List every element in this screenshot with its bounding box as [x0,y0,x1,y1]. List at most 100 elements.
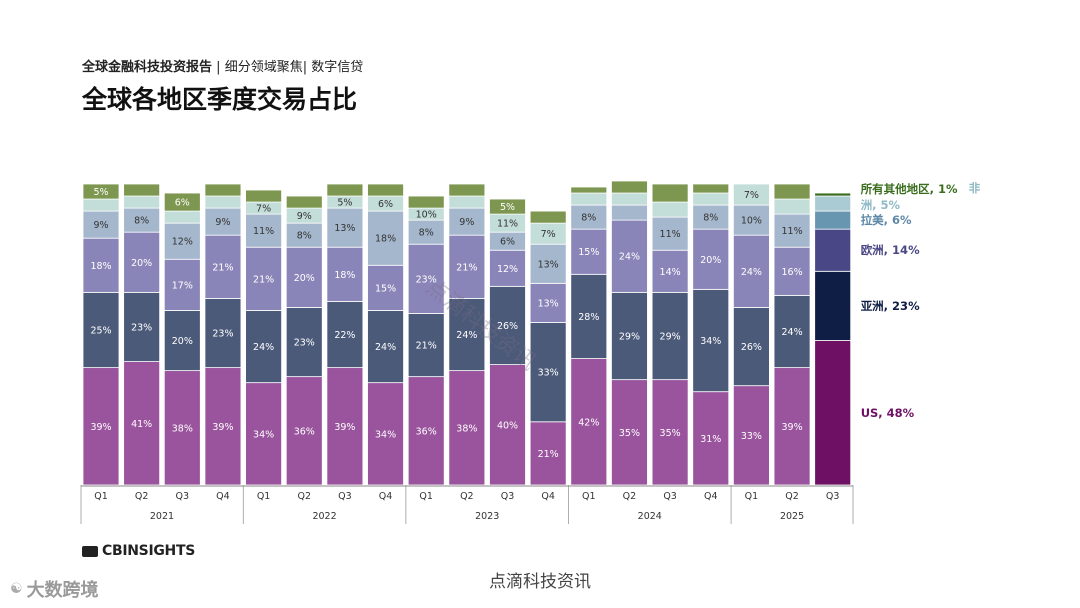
x-tick-label: Q4 [216,491,230,502]
bar-segment [651,183,689,203]
data-label: 10% [741,216,762,227]
bar-segment [692,288,730,393]
bar-segment [692,204,730,230]
data-label: 5% [93,187,108,198]
bar-segment [82,183,120,200]
x-tick-label: Q2 [460,491,474,502]
data-label: 14% [660,267,681,278]
x-tick-label: Q4 [541,491,555,502]
bar-segment [773,213,811,248]
x-tick-label: Q4 [379,491,393,502]
year-label: 2023 [475,511,499,522]
x-tick-label: Q3 [501,491,515,502]
x-tick-label: Q4 [704,491,718,502]
data-label: 39% [212,422,233,433]
data-label: 11% [497,219,518,230]
bar-segment [326,246,364,302]
bar-segment [163,310,201,372]
data-label: 7% [256,204,271,215]
bar-segment [611,180,648,194]
bar-segment [773,183,811,200]
separator: | [302,60,308,75]
data-label: 21% [456,262,477,273]
data-label: 9% [297,211,312,222]
data-label: 20% [294,273,315,284]
bar-segment [733,183,770,206]
data-label: 40% [497,420,518,431]
data-label: 6% [500,237,515,248]
x-tick-label: Q1 [582,491,596,502]
year-label: 2021 [150,511,174,522]
x-tick-label: Q3 [176,491,190,502]
data-label: 18% [375,234,396,245]
data-label: 20% [172,336,193,347]
data-label: 24% [253,342,274,353]
data-label: 17% [172,280,193,291]
data-label: 29% [619,332,640,343]
bar-segment [245,310,283,384]
data-label: 42% [578,417,599,428]
bar-segment [814,195,852,212]
data-label: 11% [660,229,681,240]
bar-segment [448,370,486,486]
data-label: 33% [538,368,559,379]
bar-segment [163,258,201,311]
year-label: 2025 [780,511,804,522]
data-label: 21% [538,449,559,460]
year-label: 2024 [638,511,662,522]
bar-segment [651,216,689,251]
data-label: 5% [500,202,515,213]
bar-segment [733,385,770,486]
bar-segment [285,376,323,486]
data-label: 23% [131,322,152,333]
data-label: 11% [253,226,274,237]
x-tick-label: Q1 [257,491,271,502]
page-title: 全球各地区季度交易占比 [82,85,358,114]
year-label: 2022 [312,511,336,522]
data-label: 39% [781,422,802,433]
tag-segment: 细分领域聚焦 [224,60,303,75]
data-label: 38% [172,423,193,434]
bar-segment [773,367,811,486]
data-label: 9% [215,217,230,228]
x-tick-label: Q2 [785,491,799,502]
data-label: 33% [741,431,762,442]
data-label: 13% [334,223,355,234]
bar-segment [245,213,283,248]
legend-label: 拉美, 6% [861,213,912,227]
data-label: 34% [375,429,396,440]
bar-segment [529,282,567,323]
bar-segment [82,198,120,212]
bar-segment [611,379,648,486]
bar-segment [204,183,242,197]
x-tick-label: Q2 [135,491,149,502]
data-label: 24% [456,330,477,341]
bar-segment [651,249,689,293]
bar-segment [529,322,567,423]
data-label: 41% [131,419,152,430]
x-tick-label: Q3 [338,491,352,502]
bar-segment [285,222,323,248]
data-label: 23% [294,338,315,349]
legend-label: 洲, 5% [861,198,901,212]
data-label: 24% [375,342,396,353]
bar-segment [570,204,608,230]
bar-segment [245,382,283,486]
bar-segment [367,210,404,266]
bar-segment [570,273,608,359]
bar-segment [285,195,323,209]
bar-segment [692,183,730,194]
bar-segment [692,192,730,206]
bar-segment [489,364,526,486]
bar-segment [570,358,608,486]
data-label: 21% [253,274,274,285]
bar-segment [245,189,283,203]
x-tick-label: Q2 [623,491,637,502]
data-label: 39% [334,422,355,433]
bar-segment [814,210,852,230]
data-label: 24% [781,327,802,338]
data-label: 8% [419,228,434,239]
bar-segment [407,313,445,378]
data-label: 36% [294,426,315,437]
